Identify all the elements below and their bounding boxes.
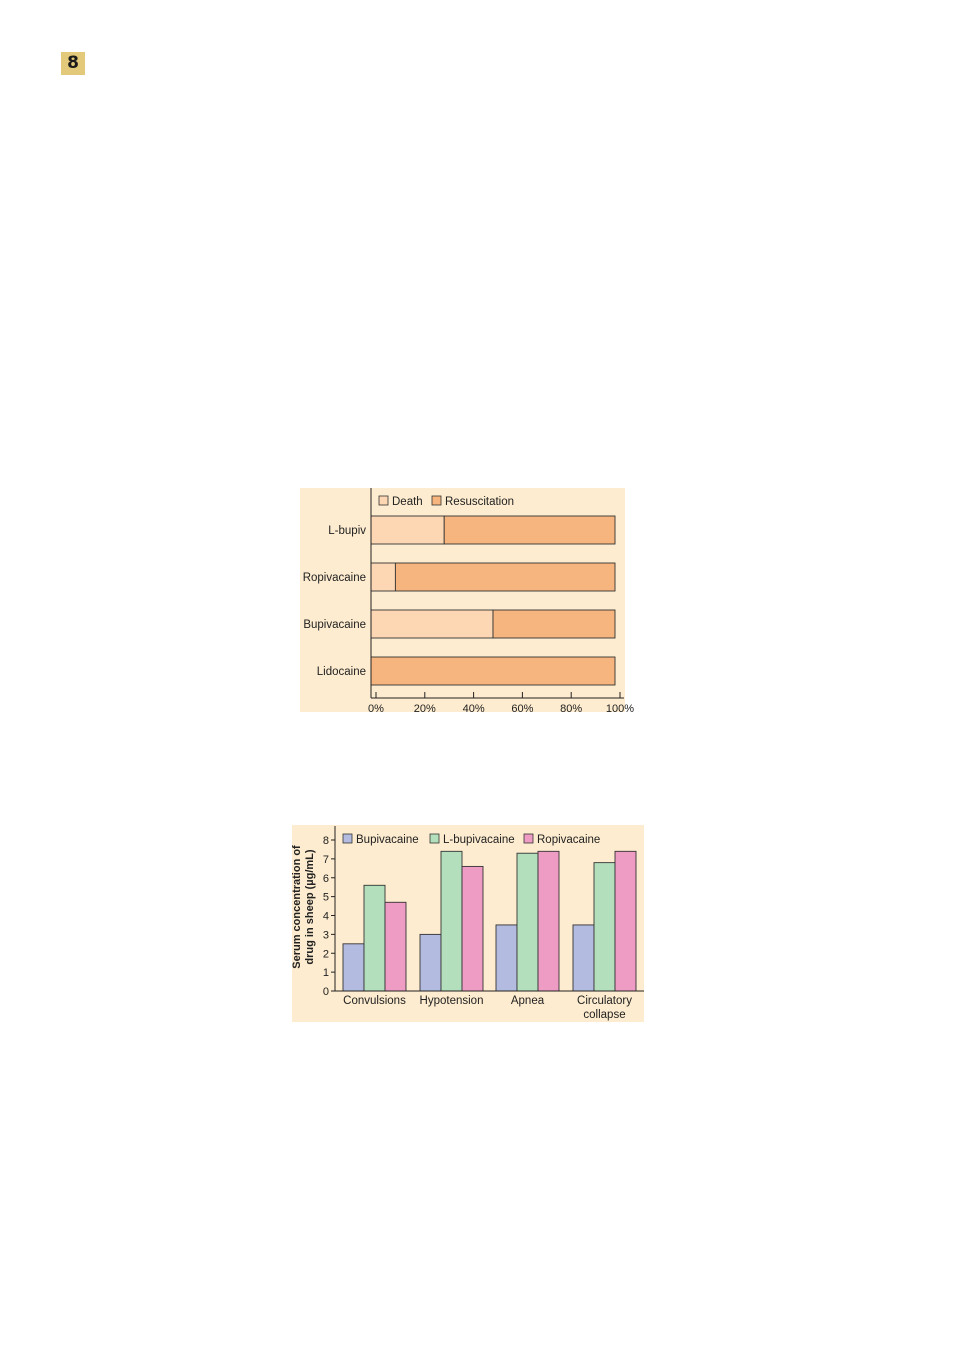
x-tick-label: 80% xyxy=(560,703,582,715)
legend-swatch-ropivacaine xyxy=(523,833,534,844)
bar-l-bupivacaine-circulatory-collapse xyxy=(593,862,616,992)
legend-label-l-bupivacaine: L-bupivacaine xyxy=(443,834,515,846)
y-tick-label: 7 xyxy=(323,854,329,866)
bar-bupivacaine-apnea xyxy=(495,924,518,992)
category-label-hypotension: Hypotension xyxy=(420,995,484,1007)
bar-l-bupivacaine-convulsions xyxy=(363,884,386,992)
bar-resuscitation-ropivacaine xyxy=(394,562,616,592)
bar-bupivacaine-hypotension xyxy=(419,933,442,992)
y-axis-title-line2: drug in sheep (µg/mL) xyxy=(304,849,316,964)
bar-bupivacaine-circulatory-collapse xyxy=(572,924,595,992)
y-axis-title-line1: Serum concentration of xyxy=(291,845,303,969)
chart-panel xyxy=(300,488,625,712)
bar-resuscitation-lidocaine xyxy=(370,656,616,686)
category-label-circulatory-collapse-line2: collapse xyxy=(583,1009,625,1021)
y-tick-label: 6 xyxy=(323,873,329,885)
legend-label-bupivacaine: Bupivacaine xyxy=(356,834,419,846)
category-label-ropivacaine: Ropivacaine xyxy=(303,572,366,584)
legend-label-resuscitation: Resuscitation xyxy=(445,496,514,508)
bar-death-ropivacaine xyxy=(370,562,396,592)
bar-l-bupivacaine-hypotension xyxy=(440,850,463,992)
bar-bupivacaine-convulsions xyxy=(342,943,365,992)
x-tick-label: 100% xyxy=(606,703,634,715)
legend-label-death: Death xyxy=(392,496,423,508)
category-label-circulatory-collapse-line1: Circulatory xyxy=(577,995,632,1007)
x-tick-label: 60% xyxy=(511,703,533,715)
y-axis-title: Serum concentration of drug in sheep (µg/… xyxy=(291,845,316,969)
legend-swatch-death xyxy=(378,495,389,506)
bar-death-bupivacaine xyxy=(370,609,494,639)
category-label-lidocaine: Lidocaine xyxy=(317,666,366,678)
category-label-bupivacaine: Bupivacaine xyxy=(303,619,366,631)
bar-ropivacaine-apnea xyxy=(537,850,560,992)
page-number-badge: 8 xyxy=(61,52,85,75)
y-tick-label: 5 xyxy=(323,892,329,904)
legend-label-ropivacaine: Ropivacaine xyxy=(537,834,600,846)
category-label-convulsions: Convulsions xyxy=(343,995,406,1007)
bar-ropivacaine-convulsions xyxy=(384,901,407,992)
legend-swatch-bupivacaine xyxy=(342,833,353,844)
y-tick-label: 8 xyxy=(323,835,329,847)
legend-swatch-resuscitation xyxy=(431,495,442,506)
x-tick-label: 20% xyxy=(414,703,436,715)
category-label-apnea: Apnea xyxy=(511,995,545,1007)
chart-panel xyxy=(292,825,644,1022)
bar-resuscitation-bupivacaine xyxy=(492,609,616,639)
legend-swatch-l-bupivacaine xyxy=(429,833,440,844)
bar-ropivacaine-hypotension xyxy=(461,865,484,992)
bar-ropivacaine-circulatory-collapse xyxy=(614,850,637,992)
y-tick-label: 0 xyxy=(323,986,329,998)
bar-death-l-bupiv xyxy=(370,515,445,545)
x-tick-label: 40% xyxy=(463,703,485,715)
y-tick-label: 2 xyxy=(323,948,329,960)
y-tick-label: 4 xyxy=(323,911,329,923)
x-tick-label: 0% xyxy=(368,703,384,715)
bar-resuscitation-l-bupiv xyxy=(443,515,616,545)
category-label-l-bupiv: L-bupiv xyxy=(328,525,366,537)
bar-l-bupivacaine-apnea xyxy=(516,852,539,992)
y-tick-label: 1 xyxy=(323,967,329,979)
y-tick-label: 3 xyxy=(323,929,329,941)
